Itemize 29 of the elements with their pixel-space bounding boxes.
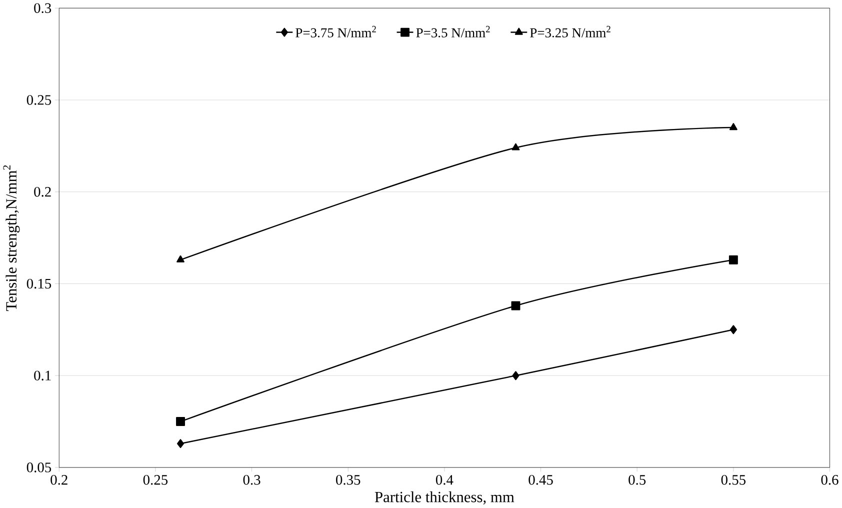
legend-label: P=3.25 N/mm$^{2}$ <box>530 26 610 38</box>
y-tick-label: 0.1 <box>34 370 51 381</box>
x-tick-label: 0.35 <box>336 475 360 485</box>
legend-label: P=3.5 N/mm$^{2}$ <box>416 26 490 38</box>
y-tick-label: 0.25 <box>26 95 52 106</box>
point <box>176 256 184 263</box>
x-tick-label: 0.25 <box>143 475 168 485</box>
legend-label: P=3.75 N/mm$^{2}$ <box>296 26 376 38</box>
x-tick-label: 0.6 <box>821 475 838 485</box>
y-tick-label: 0.15 <box>26 278 52 289</box>
x-tick-label: 0.4 <box>436 475 454 485</box>
x-tick-label: 0.2 <box>50 475 68 485</box>
point <box>512 143 520 150</box>
x-tick-label: 0.5 <box>628 475 646 485</box>
point <box>511 301 520 310</box>
point <box>176 439 184 448</box>
x-tick-label: 0.3 <box>243 475 260 485</box>
y-tick-label: 0.2 <box>34 187 51 197</box>
x-tick-label: 0.55 <box>721 475 746 485</box>
point <box>176 417 185 426</box>
y-axis-title: Tensile strength,N/mm$^{2}$ <box>3 166 20 312</box>
x-axis-title: Particle thickness, mm <box>374 492 514 505</box>
point <box>730 325 737 334</box>
y-tick-label: 0.3 <box>34 3 52 14</box>
point <box>728 256 738 264</box>
point <box>512 371 520 380</box>
x-tick-label: 0.45 <box>528 475 553 485</box>
point <box>729 123 738 130</box>
y-tick-label: 0.05 <box>26 462 52 473</box>
